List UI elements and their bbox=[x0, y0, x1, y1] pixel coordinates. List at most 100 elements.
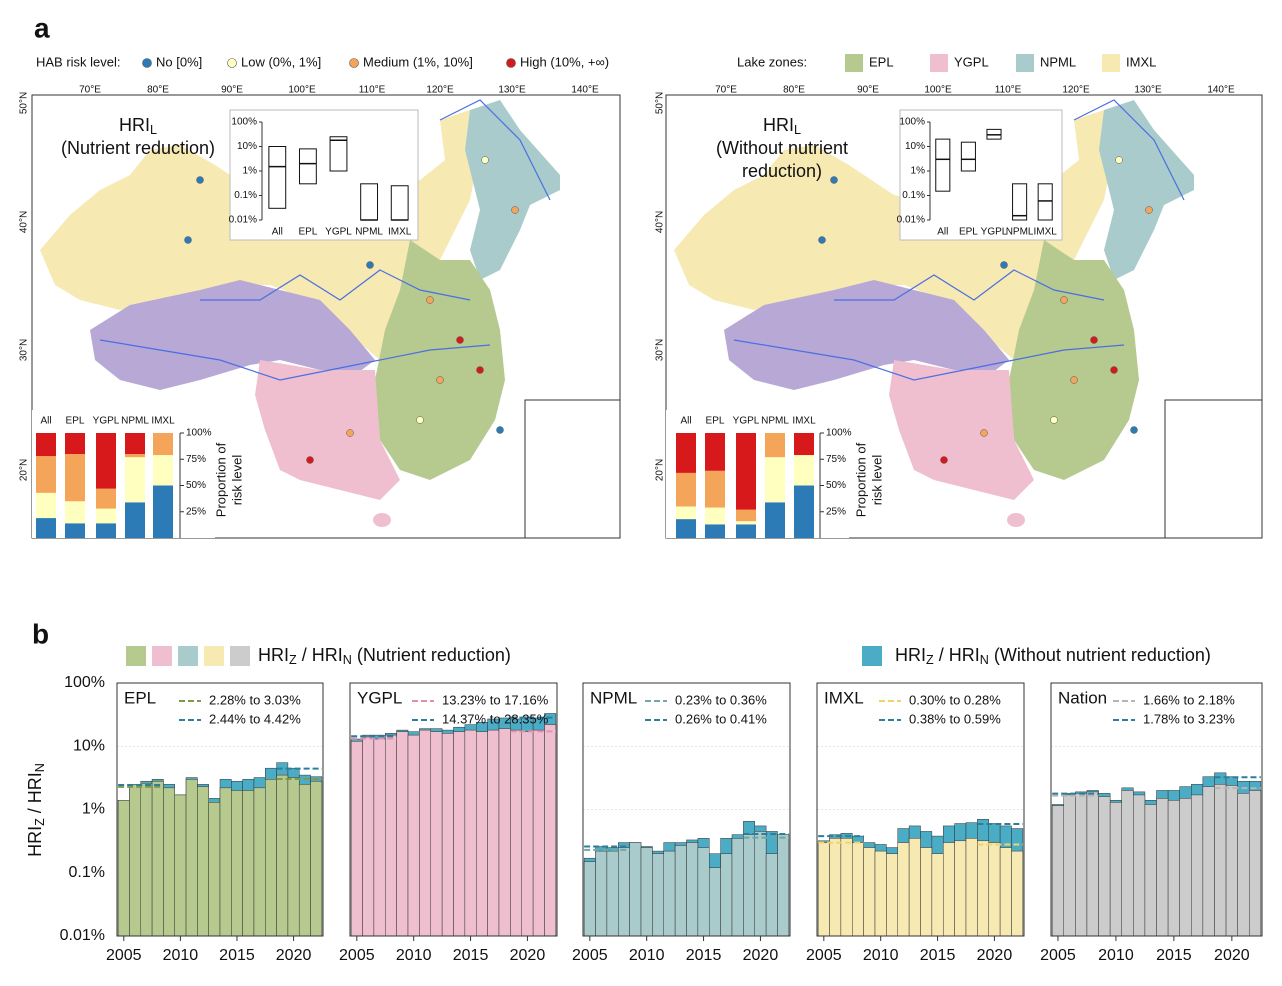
legend-swatch bbox=[230, 646, 250, 666]
legend-title: Lake zones: bbox=[737, 54, 807, 69]
x-tick-label: EPL bbox=[959, 227, 978, 238]
legend-label: NPML bbox=[1040, 54, 1076, 69]
lat-label: 20°N bbox=[655, 459, 666, 481]
bar bbox=[1121, 790, 1134, 937]
bar bbox=[1225, 785, 1238, 937]
bar bbox=[276, 774, 289, 937]
y-tick-label: 25% bbox=[826, 506, 846, 517]
bar-segment bbox=[765, 457, 785, 503]
y-axis-label: Proportion of bbox=[853, 442, 868, 517]
subscript: N bbox=[33, 763, 47, 772]
panel-label: a bbox=[34, 12, 50, 43]
x-tick-label: 2005 bbox=[806, 947, 842, 964]
x-tick-label: NPML bbox=[121, 416, 149, 427]
lon-label: 100°E bbox=[288, 85, 316, 96]
x-tick-label: 2020 bbox=[510, 947, 546, 964]
subscript: L bbox=[150, 123, 157, 137]
x-tick-label: EPL bbox=[706, 416, 725, 427]
legend-label: High (10%, +∞) bbox=[520, 54, 609, 69]
bar bbox=[595, 850, 608, 937]
text-part: (Without nutrient reduction) bbox=[989, 645, 1211, 665]
bar-segment bbox=[125, 454, 145, 458]
x-tick-label: 2015 bbox=[686, 947, 722, 964]
bar-segment bbox=[36, 456, 56, 493]
bar bbox=[253, 787, 266, 937]
lon-label: 120°E bbox=[426, 85, 454, 96]
map-title: HRIL bbox=[119, 115, 157, 138]
bar bbox=[1191, 794, 1204, 937]
box bbox=[935, 138, 951, 192]
bar bbox=[754, 831, 767, 937]
bar bbox=[852, 842, 864, 937]
text-part: (Nutrient reduction) bbox=[352, 645, 511, 665]
bar-segment bbox=[153, 433, 173, 456]
bar bbox=[1167, 800, 1180, 937]
legend-swatch bbox=[227, 58, 237, 68]
legend-label: 14.37% to 28.35% bbox=[442, 711, 549, 726]
x-tick-label: YGPL bbox=[93, 416, 120, 427]
bar-segment bbox=[705, 507, 725, 525]
legend-swatch bbox=[1102, 54, 1120, 72]
bar bbox=[1202, 786, 1215, 937]
bar-segment bbox=[96, 488, 116, 509]
x-tick-label: NPML bbox=[355, 227, 383, 238]
bar bbox=[510, 729, 522, 937]
lon-label: 90°E bbox=[857, 85, 879, 96]
bar bbox=[1214, 784, 1227, 937]
bar bbox=[362, 736, 375, 937]
box bbox=[329, 136, 348, 172]
text-part: / HRI bbox=[934, 645, 980, 665]
x-tick-label: EPL bbox=[66, 416, 85, 427]
bar bbox=[1075, 793, 1088, 937]
bar bbox=[988, 842, 1001, 937]
box-inset bbox=[899, 109, 1063, 241]
bar bbox=[185, 779, 198, 937]
bar bbox=[197, 786, 209, 937]
bar bbox=[544, 724, 557, 937]
y-axis-label: risk level bbox=[229, 455, 244, 506]
y-tick-label: 10% bbox=[905, 141, 925, 152]
bar bbox=[373, 738, 386, 937]
bar-segment bbox=[676, 519, 696, 538]
bar bbox=[931, 853, 944, 937]
bar bbox=[629, 842, 642, 937]
legend-label: HRIZ / HRIN (Without nutrient reduction) bbox=[895, 645, 1211, 668]
y-tick-label: 100% bbox=[899, 117, 925, 128]
bar bbox=[697, 847, 710, 937]
subscript: L bbox=[794, 123, 801, 137]
bar-segment bbox=[153, 455, 173, 486]
x-tick-label: EPL bbox=[298, 227, 317, 238]
bar bbox=[640, 847, 653, 937]
text-part: HRI bbox=[25, 826, 45, 857]
x-tick-label: 2020 bbox=[1214, 947, 1250, 964]
bar bbox=[731, 838, 744, 937]
y-tick-label: 0.01% bbox=[60, 927, 105, 944]
bar bbox=[618, 847, 630, 937]
bar bbox=[863, 847, 876, 937]
x-tick-label: 2010 bbox=[629, 947, 665, 964]
x-tick-label: 2020 bbox=[743, 947, 779, 964]
bar bbox=[117, 800, 130, 937]
lat-label: 30°N bbox=[19, 339, 30, 361]
legend-swatch bbox=[204, 646, 224, 666]
bar bbox=[674, 845, 687, 937]
x-tick-label: 2010 bbox=[163, 947, 199, 964]
x-tick-label: All bbox=[272, 227, 283, 238]
legend-swatch bbox=[930, 54, 948, 72]
y-tick-label: 10% bbox=[237, 141, 257, 152]
lat-label: 50°N bbox=[19, 92, 30, 114]
box bbox=[1037, 183, 1053, 221]
y-tick-label: 100% bbox=[64, 674, 105, 691]
map-title: reduction) bbox=[742, 161, 822, 181]
text-part: HRI bbox=[763, 115, 794, 135]
bar-segment bbox=[794, 455, 814, 486]
bar-segment bbox=[765, 433, 785, 458]
bar bbox=[874, 850, 887, 937]
lon-label: 100°E bbox=[924, 85, 952, 96]
x-tick-label: All bbox=[937, 227, 948, 238]
inset-map bbox=[524, 399, 621, 539]
box bbox=[298, 148, 317, 185]
bar bbox=[686, 842, 699, 937]
legend-swatch bbox=[142, 58, 152, 68]
y-tick-label: 1% bbox=[243, 166, 258, 177]
